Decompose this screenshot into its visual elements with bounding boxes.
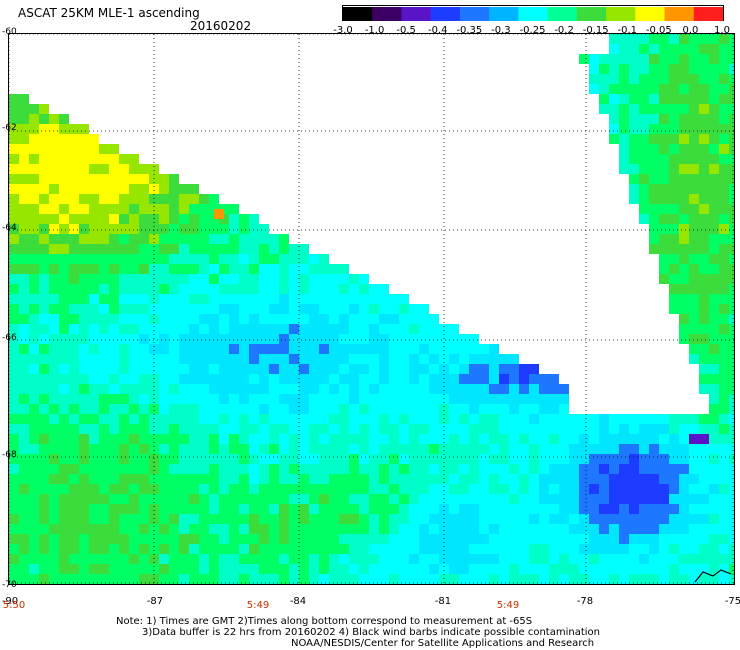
longitude-label: -75	[724, 596, 740, 607]
footer-note-2: 3)Data buffer is 22 hrs from 20160202 4)…	[142, 627, 600, 638]
colorbar-tick-label: -0.2	[554, 25, 574, 36]
coastline	[694, 569, 732, 583]
colorbar-swatch	[606, 7, 636, 21]
latitude-label: -70	[2, 580, 17, 590]
latitude-label: -64	[2, 223, 17, 233]
colorbar	[342, 5, 724, 21]
colorbar-tick-label: -0.1	[617, 25, 638, 36]
colorbar-tick-label: -3.0	[333, 25, 353, 36]
map-plot[interactable]	[8, 33, 735, 585]
colorbar-tick-label: -0.3	[491, 25, 511, 36]
colorbar-tick-label: -0.25	[519, 25, 546, 36]
colorbar-tick-label: -0.05	[645, 25, 672, 36]
footer-note-1: Note: 1) Times are GMT 2)Times along bot…	[116, 616, 533, 627]
longitude-label: -84	[289, 596, 307, 607]
colorbar-swatch	[664, 7, 695, 21]
latitude-label: -68	[2, 450, 17, 460]
wind-speed-field	[9, 34, 734, 584]
colorbar-swatches	[343, 7, 724, 21]
colorbar-swatch	[489, 7, 519, 21]
measurement-time-label: 5:50	[2, 600, 26, 611]
latitude-label: -66	[2, 333, 17, 343]
colorbar-swatch	[547, 7, 578, 21]
map-title: ASCAT 25KM MLE-1 ascending	[18, 6, 200, 20]
longitude-label: -81	[434, 596, 452, 607]
colorbar-swatch	[343, 7, 373, 21]
colorbar-tick-label: -0.35	[456, 25, 483, 36]
longitude-label: -90	[1, 596, 19, 607]
colorbar-tick-label: 1.0	[714, 25, 730, 36]
measurement-time-label: 5:49	[496, 600, 520, 611]
colorbar-tick-label: -0.15	[582, 25, 609, 36]
colorbar-swatch	[430, 7, 461, 21]
latitude-label: -60	[2, 27, 17, 37]
colorbar-tick-label: -0.5	[396, 25, 416, 36]
colorbar-swatch	[693, 7, 724, 21]
colorbar-swatch	[401, 7, 432, 21]
latitude-label: -62	[2, 123, 17, 133]
measurement-time-label: 5:49	[246, 600, 270, 611]
colorbar-swatch	[518, 7, 549, 21]
colorbar-tick-label: 0.0	[682, 25, 699, 36]
footer-credit: NOAA/NESDIS/Center for Satellite Applica…	[291, 638, 595, 649]
colorbar-swatch	[635, 7, 666, 21]
colorbar-swatch	[372, 7, 403, 21]
colorbar-tick-label: -0.4	[427, 25, 448, 36]
map-date: 20160202	[190, 19, 252, 33]
longitude-label: -87	[146, 596, 164, 607]
colorbar-swatch	[576, 7, 607, 21]
colorbar-swatch	[459, 7, 490, 21]
longitude-label: -78	[576, 596, 594, 607]
colorbar-tick-label: -1.0	[364, 25, 385, 36]
